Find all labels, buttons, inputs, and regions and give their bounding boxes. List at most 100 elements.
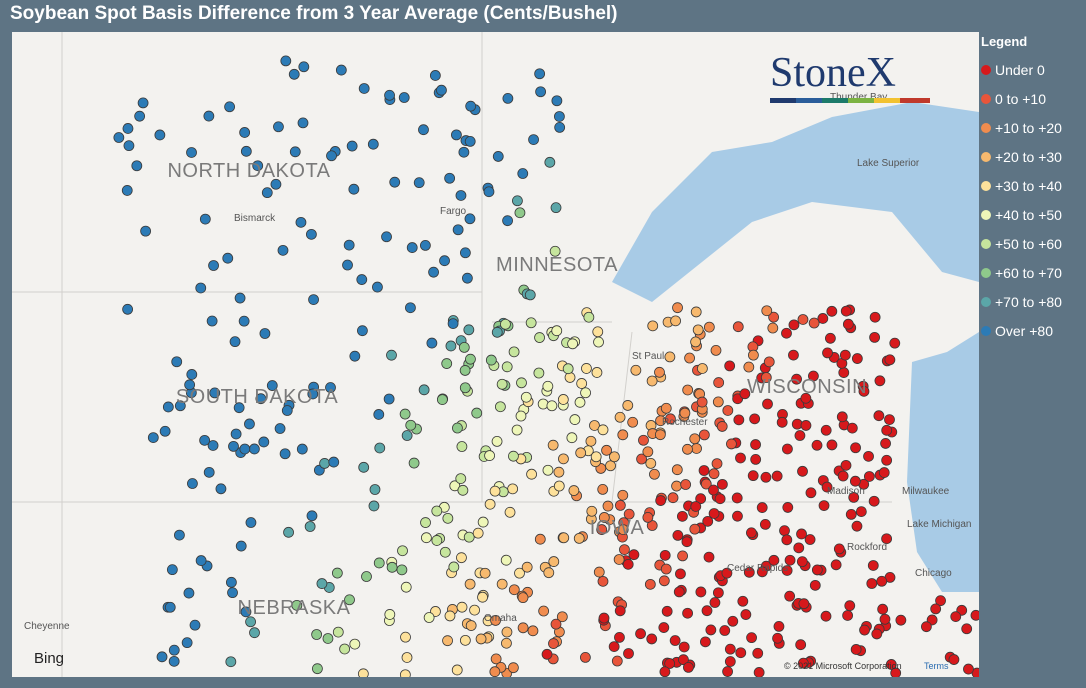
map-dot[interactable] — [131, 160, 143, 172]
map-dot[interactable] — [252, 160, 264, 172]
map-dot[interactable] — [452, 422, 463, 434]
map-dot[interactable] — [384, 89, 395, 101]
map-dot[interactable] — [821, 481, 833, 493]
map-dot[interactable] — [760, 471, 772, 483]
map-dot[interactable] — [726, 438, 737, 450]
map-dot[interactable] — [581, 363, 592, 374]
map-dot[interactable] — [456, 441, 468, 452]
map-dot[interactable] — [808, 370, 819, 382]
map-dot[interactable] — [644, 578, 656, 590]
map-dot[interactable] — [597, 424, 609, 436]
map-dot[interactable] — [134, 110, 146, 122]
map-dot[interactable] — [703, 321, 715, 333]
map-dot[interactable] — [356, 274, 368, 285]
map-dot[interactable] — [448, 561, 460, 573]
terms-link[interactable]: Terms — [924, 661, 949, 671]
map-dot[interactable] — [508, 450, 519, 462]
map-dot[interactable] — [489, 485, 501, 497]
map-dot[interactable] — [746, 632, 757, 644]
map-dot[interactable] — [740, 609, 752, 620]
map-dot[interactable] — [517, 622, 529, 634]
map-dot[interactable] — [574, 396, 586, 408]
map-dot[interactable] — [869, 331, 881, 343]
map-dot[interactable] — [457, 484, 469, 496]
map-dot[interactable] — [627, 416, 639, 428]
map-dot[interactable] — [649, 468, 660, 480]
map-dot[interactable] — [840, 459, 852, 471]
map-dot[interactable] — [484, 450, 495, 461]
map-dot[interactable] — [682, 384, 694, 396]
map-dot[interactable] — [166, 564, 178, 576]
map-dot[interactable] — [695, 586, 707, 598]
map-dot[interactable] — [168, 655, 180, 667]
map-dot[interactable] — [737, 595, 749, 607]
map-dot[interactable] — [597, 483, 609, 495]
map-dot[interactable] — [358, 83, 370, 94]
map-dot[interactable] — [681, 536, 693, 548]
map-dot[interactable] — [420, 517, 431, 528]
map-dot[interactable] — [591, 367, 603, 378]
map-dot[interactable] — [195, 555, 207, 566]
map-dot[interactable] — [239, 127, 251, 138]
map-dot[interactable] — [796, 528, 807, 540]
map-dot[interactable] — [258, 436, 270, 448]
map-dot[interactable] — [679, 407, 691, 419]
map-dot[interactable] — [837, 470, 849, 482]
map-dot[interactable] — [483, 186, 495, 198]
map-dot[interactable] — [459, 365, 471, 376]
map-dot[interactable] — [535, 86, 547, 98]
map-dot[interactable] — [608, 641, 620, 653]
map-dot[interactable] — [658, 575, 670, 587]
map-dot[interactable] — [613, 554, 625, 565]
map-dot[interactable] — [332, 626, 344, 638]
map-dot[interactable] — [743, 566, 755, 578]
map-dot[interactable] — [677, 550, 689, 562]
map-dot[interactable] — [554, 121, 566, 133]
map-dot[interactable] — [502, 92, 514, 104]
map-dot[interactable] — [400, 581, 412, 593]
map-dot[interactable] — [842, 610, 854, 621]
map-dot[interactable] — [797, 465, 808, 477]
map-dot[interactable] — [851, 520, 863, 532]
map-dot[interactable] — [731, 492, 743, 504]
map-dot[interactable] — [549, 245, 561, 257]
map-dot[interactable] — [708, 468, 720, 480]
map-dot[interactable] — [442, 635, 453, 647]
map-dot[interactable] — [746, 527, 757, 539]
map-dot[interactable] — [381, 231, 392, 243]
map-dot[interactable] — [655, 495, 667, 506]
map-dot[interactable] — [602, 500, 614, 512]
map-dot[interactable] — [619, 544, 630, 555]
map-dot[interactable] — [502, 215, 513, 227]
map-dot[interactable] — [245, 517, 257, 528]
map-dot[interactable] — [459, 247, 471, 259]
map-dot[interactable] — [623, 508, 635, 520]
map-dot[interactable] — [289, 146, 301, 158]
map-dot[interactable] — [858, 385, 870, 397]
map-dot[interactable] — [238, 315, 250, 327]
map-dot[interactable] — [579, 651, 591, 663]
map-dot[interactable] — [605, 460, 616, 472]
map-dot[interactable] — [642, 446, 654, 458]
map-dot[interactable] — [724, 643, 736, 655]
map-dot[interactable] — [716, 478, 728, 490]
map-dot[interactable] — [817, 313, 829, 324]
map-dot[interactable] — [174, 400, 186, 412]
map-dot[interactable] — [181, 637, 193, 649]
map-dot[interactable] — [585, 435, 597, 447]
legend-item[interactable]: 0 to +10 — [981, 84, 1062, 113]
map-dot[interactable] — [598, 612, 610, 624]
map-dot[interactable] — [558, 532, 570, 544]
map-dot[interactable] — [463, 531, 475, 543]
map-dot[interactable] — [675, 568, 686, 580]
map-dot[interactable] — [534, 332, 545, 343]
map-dot[interactable] — [401, 652, 413, 663]
map-dot[interactable] — [439, 255, 450, 267]
map-dot[interactable] — [396, 564, 408, 576]
map-dot[interactable] — [199, 213, 211, 225]
map-dot[interactable] — [463, 324, 475, 336]
map-dot[interactable] — [716, 421, 728, 432]
legend-item[interactable]: Over +80 — [981, 316, 1062, 345]
map-dot[interactable] — [312, 663, 323, 675]
map-dot[interactable] — [683, 661, 694, 673]
